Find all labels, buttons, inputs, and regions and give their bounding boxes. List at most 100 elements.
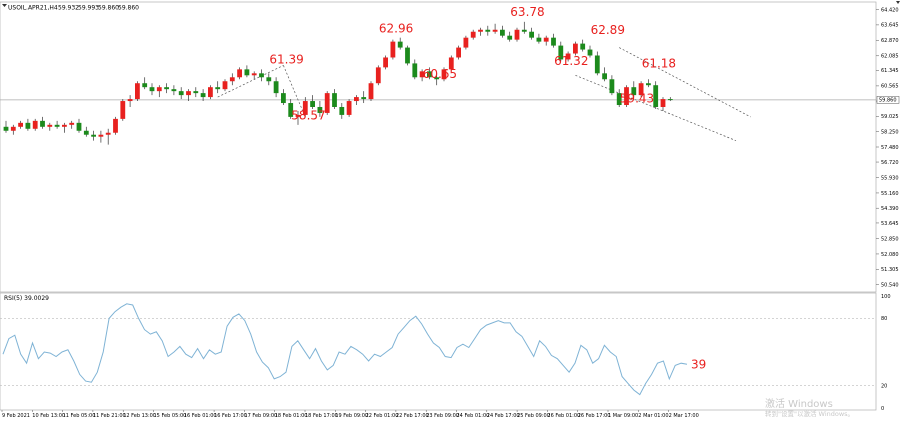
last-price-label: 59.860 (879, 98, 897, 104)
candle (573, 41, 578, 56)
price-annotation: 61.39 (269, 53, 303, 67)
rsi-tick-label: 0 (881, 406, 884, 412)
bear-candle-body (536, 37, 542, 42)
candles (3, 21, 673, 145)
bull-candle-body (441, 69, 447, 80)
candle (54, 120, 60, 129)
bull-candle-body (105, 132, 111, 135)
trendline[interactable] (619, 47, 751, 118)
bull-candle-body (492, 29, 498, 32)
bull-candle-body (208, 87, 213, 98)
bear-candle-body (200, 93, 206, 98)
candle (470, 29, 476, 40)
time-tick-label: 15 Feb 05:00 (154, 413, 187, 419)
bull-candle-body (69, 122, 75, 125)
price-tick-label: 55.930 (881, 175, 899, 181)
trendline[interactable] (575, 74, 737, 141)
bull-candle-body (62, 124, 67, 127)
candle (427, 67, 432, 80)
price-annotation: 62.96 (379, 21, 413, 35)
price-tick-label: 64.420 (881, 7, 899, 13)
bear-candle-body (273, 81, 279, 94)
candle (310, 95, 315, 109)
time-tick-label: 17 Feb 09:00 (244, 413, 277, 419)
candle (646, 79, 651, 88)
time-tick-label: 22 Feb 01:00 (366, 413, 399, 419)
bull-candle-body (32, 120, 38, 129)
bear-candle-body (434, 77, 440, 80)
bull-candle-body (383, 57, 388, 68)
time-tick-label: 12 Feb 13:00 (123, 413, 156, 419)
candle (529, 27, 534, 40)
candle (368, 81, 374, 102)
candle (317, 101, 323, 117)
time-tick-label: 16 Feb 17:00 (214, 413, 247, 419)
price-panel[interactable]: 61.39 58.57 62.96 60.65 63.78 62.89 61.32 61.18… (0, 1, 877, 293)
bull-candle-body (295, 114, 301, 117)
bear-candle-body (361, 97, 367, 100)
candle (149, 83, 155, 96)
price-annotation: 61.32 (554, 54, 588, 68)
candle (514, 27, 520, 42)
price-tick-label: 52.850 (881, 237, 899, 243)
bull-candle-body (624, 87, 629, 106)
candle (193, 87, 199, 98)
candle (142, 77, 148, 90)
bear-candle-body (91, 134, 96, 137)
candle (507, 31, 513, 42)
bull-candle-body (543, 37, 549, 42)
candle (419, 69, 425, 82)
bear-candle-body (631, 87, 637, 96)
price-annotations: 61.39 58.57 62.96 60.65 63.78 62.89 61.32 61.18… (269, 5, 676, 122)
bear-candle-body (310, 101, 315, 107)
collapse-arrow-icon[interactable] (2, 4, 7, 7)
bear-candle-body (587, 49, 593, 56)
bear-candle-body (609, 79, 615, 94)
trendline[interactable] (217, 65, 284, 98)
time-tick-label: 22 Feb 17:00 (396, 413, 429, 419)
price-tick-label: 60.565 (881, 84, 899, 90)
bear-candle-body (485, 29, 491, 32)
candle (346, 99, 352, 117)
windows-activation-watermark: 激活 Windows 转到"设置"以激活 Windows。 (765, 397, 854, 418)
price-tick-label: 54.390 (881, 206, 899, 212)
candle (456, 45, 461, 60)
bull-candle-body (368, 83, 374, 100)
bull-candle-body (98, 134, 104, 137)
ohlc-low: 59.860 (98, 5, 119, 12)
candle (616, 89, 622, 107)
candle (178, 87, 184, 100)
candle (536, 33, 542, 44)
candle (244, 65, 250, 78)
time-tick-label: 24 Feb 01:00 (457, 413, 490, 419)
candle (543, 35, 549, 46)
bull-candle-body (346, 101, 352, 115)
bull-candle-body (456, 47, 461, 58)
bull-candle-body (47, 124, 53, 127)
candle (83, 126, 89, 137)
bear-candle-body (288, 103, 294, 117)
candle (324, 91, 330, 115)
candle (222, 79, 228, 92)
trendline[interactable] (283, 65, 306, 118)
bear-candle-body (646, 83, 651, 86)
price-tick-label: 63.645 (881, 23, 899, 29)
bull-candle-body (237, 69, 242, 78)
candle (354, 95, 359, 106)
candle (383, 55, 388, 70)
candle (229, 73, 235, 86)
scroll-arrow-icon[interactable] (896, 1, 900, 4)
candle (390, 39, 396, 60)
candle (288, 99, 294, 119)
bull-candle-body (229, 77, 235, 82)
bull-candle-body (638, 83, 644, 96)
price-annotation: 59.43 (620, 91, 654, 105)
bear-candle-body (667, 99, 673, 101)
bear-candle-body (427, 71, 432, 78)
rsi-panel[interactable]: RSI(5) 39.0029 39 (0, 292, 877, 411)
bear-candle-body (529, 31, 534, 38)
bear-candle-body (521, 29, 527, 32)
bull-candle-body (186, 91, 191, 96)
price-tick-label: 52.080 (881, 252, 899, 258)
time-tick-label: 10 Feb 13:00 (32, 413, 65, 419)
